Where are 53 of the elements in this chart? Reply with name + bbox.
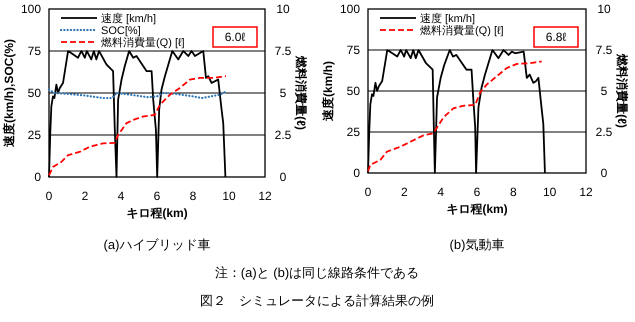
y2-tick-label: 5 [600, 84, 608, 98]
y-tick-label: 75 [346, 43, 360, 57]
x-tick-label: 8 [190, 189, 197, 203]
y2-tick-label: 2.5 [596, 125, 613, 139]
y-tick-label: 25 [346, 125, 360, 139]
line-series [48, 88, 228, 100]
y-tick-label: 0 [34, 170, 42, 184]
x-tick-label: 10 [542, 185, 557, 199]
y2-tick-label: 7.5 [274, 44, 292, 58]
y2-tick-label: 0 [600, 166, 608, 180]
y2-tick-label: 7.5 [596, 43, 613, 57]
x-tick-label: 8 [510, 185, 517, 199]
legend-label: 速度 [km/h] [101, 12, 156, 25]
x-axis-title: キロ程(km) [446, 202, 508, 216]
line-series [48, 75, 227, 176]
y2-tick-label: 0 [280, 170, 287, 184]
y-tick-label: 100 [340, 2, 360, 16]
y-tick-label: 25 [28, 128, 42, 142]
legend-label: 速度 [km/h] [420, 12, 476, 25]
y2-tick-label: 10 [597, 2, 611, 16]
text: (b)気動車 [450, 237, 504, 252]
annotation: 6.8ℓ [546, 30, 566, 44]
y-axis-title: 速度(km/h) [321, 60, 335, 122]
x-tick-label: 6 [474, 185, 481, 199]
x-tick-label: 10 [222, 189, 236, 203]
y2-tick-label: 2.5 [274, 128, 292, 142]
x-tick-label: 12 [579, 185, 593, 199]
x-tick-label: 4 [118, 189, 125, 203]
x-axis-title: キロ程(km) [126, 206, 188, 220]
text: (a)ハイブリッド車 [104, 237, 210, 252]
y-tick-label: 50 [346, 84, 360, 98]
x-tick-label: 2 [400, 185, 408, 199]
legend-label: 燃料消費量(Q) [ℓ] [101, 36, 185, 49]
legend-label: SOC[%] [101, 25, 141, 37]
y2-tick-label: 10 [276, 2, 290, 16]
x-tick-label: 0 [46, 189, 53, 203]
y2-tick-label: 5 [280, 86, 287, 100]
annotation: 6.0ℓ [224, 30, 246, 44]
text: 注：(a)と (b)は同じ線路条件である [214, 265, 420, 280]
y-axis-title: 速度(km/h),SOC(%) [2, 38, 16, 148]
y2-axis-title: 燃料消費量(ℓ) [615, 53, 629, 128]
x-tick-label: 2 [82, 189, 89, 203]
y-tick-label: 75 [28, 44, 42, 58]
y-tick-label: 50 [28, 86, 42, 100]
x-tick-label: 12 [258, 189, 272, 203]
legend-label: 燃料消費量(Q) [ℓ] [420, 24, 504, 37]
caption: 図２ シミュレータによる計算結果の例 [200, 293, 434, 308]
x-tick-label: 4 [437, 185, 444, 199]
y-tick-label: 0 [353, 166, 360, 180]
y2-axis-title: 燃料消費量(ℓ) [294, 55, 308, 130]
y-tick-label: 100 [20, 2, 42, 16]
x-tick-label: 6 [154, 189, 161, 203]
x-tick-label: 0 [364, 185, 372, 199]
